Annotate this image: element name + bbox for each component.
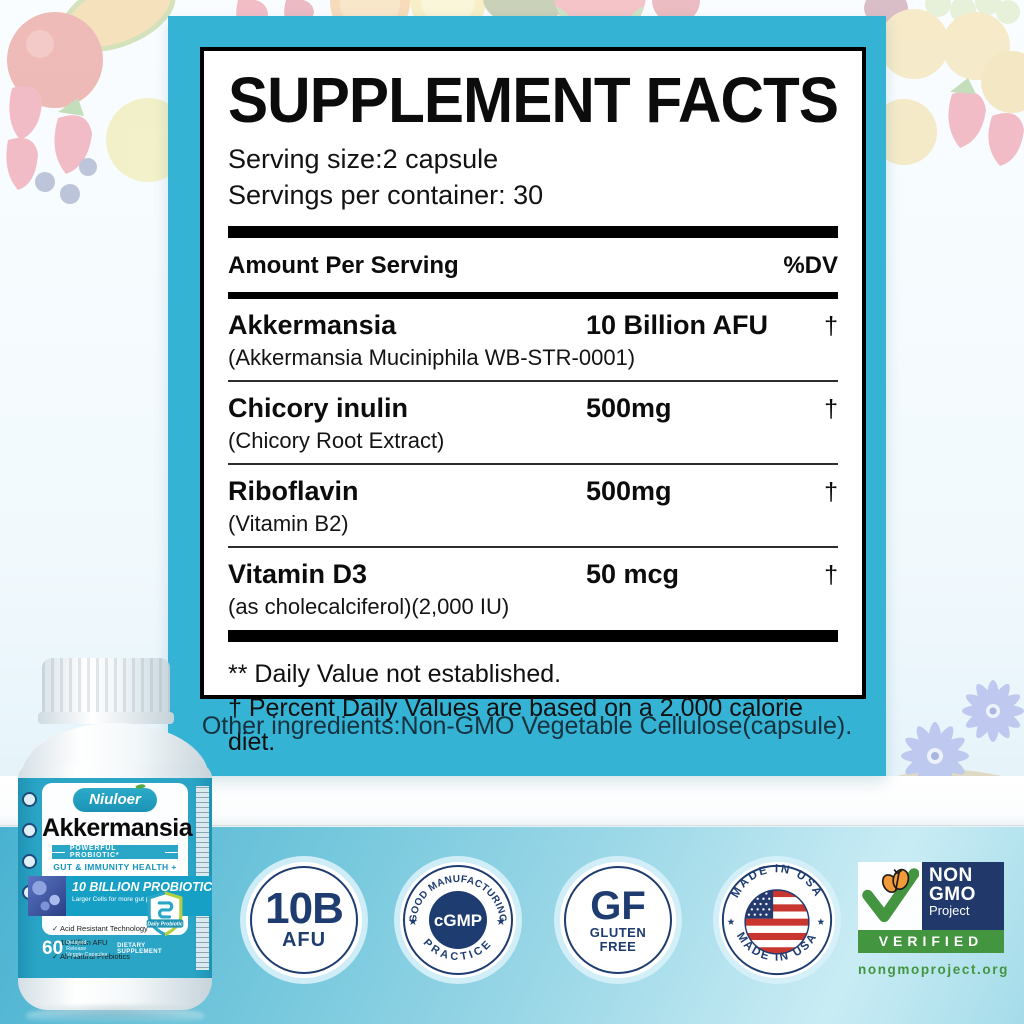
ingredient-amount: 10 Billion AFU bbox=[586, 310, 769, 340]
shield-label: Daily Probiotic bbox=[147, 921, 183, 927]
badge-cgmp: GOOD MANUFACTURING PRACTICE ★ ★ cGMP bbox=[400, 862, 516, 978]
banner-title: 10 BILLION PROBIOTIC bbox=[72, 880, 212, 894]
serving-size: Serving size:2 capsule bbox=[228, 144, 499, 175]
non-gmo-line2: GMO bbox=[929, 883, 976, 905]
label-front-panel: Niuloer Akkermansia POWERFUL PROBIOTIC* … bbox=[28, 782, 212, 961]
capsule-count: 60 bbox=[42, 938, 64, 959]
badge-made-in-usa: MADE IN USA MADE IN USA ★ ★ bbox=[719, 862, 835, 978]
ingredient-dv: † bbox=[824, 395, 838, 423]
badge-gluten-free: GF GLUTEN FREE bbox=[560, 862, 676, 978]
ingredient-name: Chicory inulin bbox=[228, 393, 409, 423]
ingredient-amount: 50 mcg bbox=[586, 559, 680, 589]
ingredient-dv: † bbox=[824, 312, 838, 340]
feature-item: ✓ Acid Resistant Technology bbox=[52, 924, 148, 933]
badge-ring bbox=[564, 866, 672, 974]
ingredient-dv: † bbox=[824, 561, 838, 589]
ingredient-detail: (Vitamin B2) bbox=[228, 511, 349, 536]
bottle-cap-lip bbox=[38, 712, 174, 724]
probiotic-banner: 10 BILLION PROBIOTIC Larger Cells for mo… bbox=[28, 876, 212, 916]
star-icon: ★ bbox=[817, 917, 826, 928]
dietary-supplement-label: DIETARY SUPPLEMENT bbox=[117, 943, 163, 955]
bottle-cap bbox=[42, 658, 170, 714]
badge-ring bbox=[250, 866, 358, 974]
servings-per-container: Servings per container: 30 bbox=[228, 180, 544, 211]
brand-name: Niuloer bbox=[89, 791, 141, 808]
us-flag-icon bbox=[745, 890, 809, 954]
amount-per-serving-header: Amount Per Serving bbox=[228, 252, 459, 279]
feature-item: ✓ All-Natural Prebiotics bbox=[52, 951, 130, 961]
non-gmo-line3: Project bbox=[929, 903, 970, 919]
feature-item: ✓ 10 Billion AFU bbox=[52, 937, 108, 947]
divider-medium bbox=[228, 292, 838, 299]
star-icon: ★ bbox=[727, 917, 736, 928]
star-icon: ★ bbox=[408, 916, 418, 928]
ingredient-detail: (Chicory Root Extract) bbox=[228, 428, 445, 453]
side-badge-icon bbox=[22, 823, 37, 838]
ingredient-detail: (as cholecalciferol)(2,000 IU) bbox=[228, 594, 510, 619]
divider-thick bbox=[228, 226, 838, 238]
leaf-icon bbox=[135, 782, 146, 791]
daily-probiotic-shield-icon: Daily Probiotic bbox=[146, 891, 184, 937]
dv-header: %DV bbox=[783, 252, 838, 279]
badge-non-gmo-verified: NON GMO Project VERIFIED nongmoproject.o… bbox=[858, 862, 1009, 977]
table-row: Vitamin D3 50 mcg † (as cholecalciferol)… bbox=[228, 548, 838, 629]
supplement-facts-box: SUPPLEMENT FACTS Serving size:2 capsule … bbox=[200, 47, 866, 756]
cgmp-center-label: cGMP bbox=[434, 911, 482, 930]
badge-10b-afu: 10B AFU bbox=[246, 862, 362, 978]
ingredient-detail: (Akkermansia Muciniphila WB-STR-0001) bbox=[228, 345, 636, 370]
brand-logo: Niuloer bbox=[73, 782, 157, 812]
side-badge-icon bbox=[22, 792, 37, 807]
ingredient-amount: 500mg bbox=[586, 393, 672, 423]
non-gmo-wordmark: NON GMO Project bbox=[922, 862, 1004, 930]
side-badge-icon bbox=[22, 854, 37, 869]
table-row: Akkermansia 10 Billion AFU † (Akkermansi… bbox=[228, 299, 838, 382]
ingredient-amount: 500mg bbox=[586, 476, 672, 506]
label-subtitle: GUT & IMMUNITY HEALTH + bbox=[53, 862, 177, 872]
bacteria-image bbox=[28, 876, 66, 916]
table-row: Riboflavin 500mg † (Vitamin B2) bbox=[228, 465, 838, 548]
star-icon: ★ bbox=[496, 916, 506, 928]
ingredient-name: Akkermansia bbox=[228, 310, 397, 340]
facts-teal-panel: SUPPLEMENT FACTS Serving size:2 capsule … bbox=[168, 16, 886, 776]
non-gmo-url: nongmoproject.org bbox=[858, 962, 1009, 977]
facts-title: SUPPLEMENT FACTS bbox=[228, 64, 839, 136]
ingredient-name: Vitamin D3 bbox=[228, 559, 368, 589]
footnote-daily-value: ** Daily Value not established. bbox=[228, 660, 562, 688]
banner-subtitle: Larger Cells for more gut protection bbox=[72, 896, 175, 903]
divider-thick bbox=[228, 630, 838, 642]
tagline-bar: POWERFUL PROBIOTIC* bbox=[52, 845, 178, 859]
table-row: Chicory inulin 500mg † (Chicory Root Ext… bbox=[228, 382, 838, 465]
non-gmo-line1: NON bbox=[929, 865, 973, 886]
product-name: Akkermansia bbox=[42, 814, 193, 842]
bottle-label: Niuloer Akkermansia POWERFUL PROBIOTIC* … bbox=[18, 778, 212, 978]
bottle-body: Niuloer Akkermansia POWERFUL PROBIOTIC* … bbox=[18, 764, 212, 1010]
non-gmo-butterfly-check bbox=[858, 862, 922, 930]
butterfly-icon bbox=[862, 868, 919, 923]
capsule-type-line1: Delayed-Release bbox=[66, 939, 89, 952]
label-bottom-strip: 60 Delayed-Release Veggie Capsules DIETA… bbox=[42, 938, 192, 960]
product-bottle-image: Niuloer Akkermansia POWERFUL PROBIOTIC* … bbox=[12, 652, 218, 1024]
ingredient-dv: † bbox=[824, 478, 838, 506]
capsule-type-line2: Veggie Capsules bbox=[66, 952, 108, 959]
ingredient-name: Riboflavin bbox=[228, 476, 359, 506]
verified-band: VERIFIED bbox=[858, 930, 1004, 953]
facts-header-row: Amount Per Serving %DV bbox=[228, 238, 838, 292]
footnote-percent-dv: † Percent Daily Values are based on a 2.… bbox=[228, 694, 803, 756]
bottle-reflection bbox=[26, 1008, 204, 1024]
other-ingredients: Other ingredients:Non-GMO Vegetable Cell… bbox=[201, 712, 853, 740]
